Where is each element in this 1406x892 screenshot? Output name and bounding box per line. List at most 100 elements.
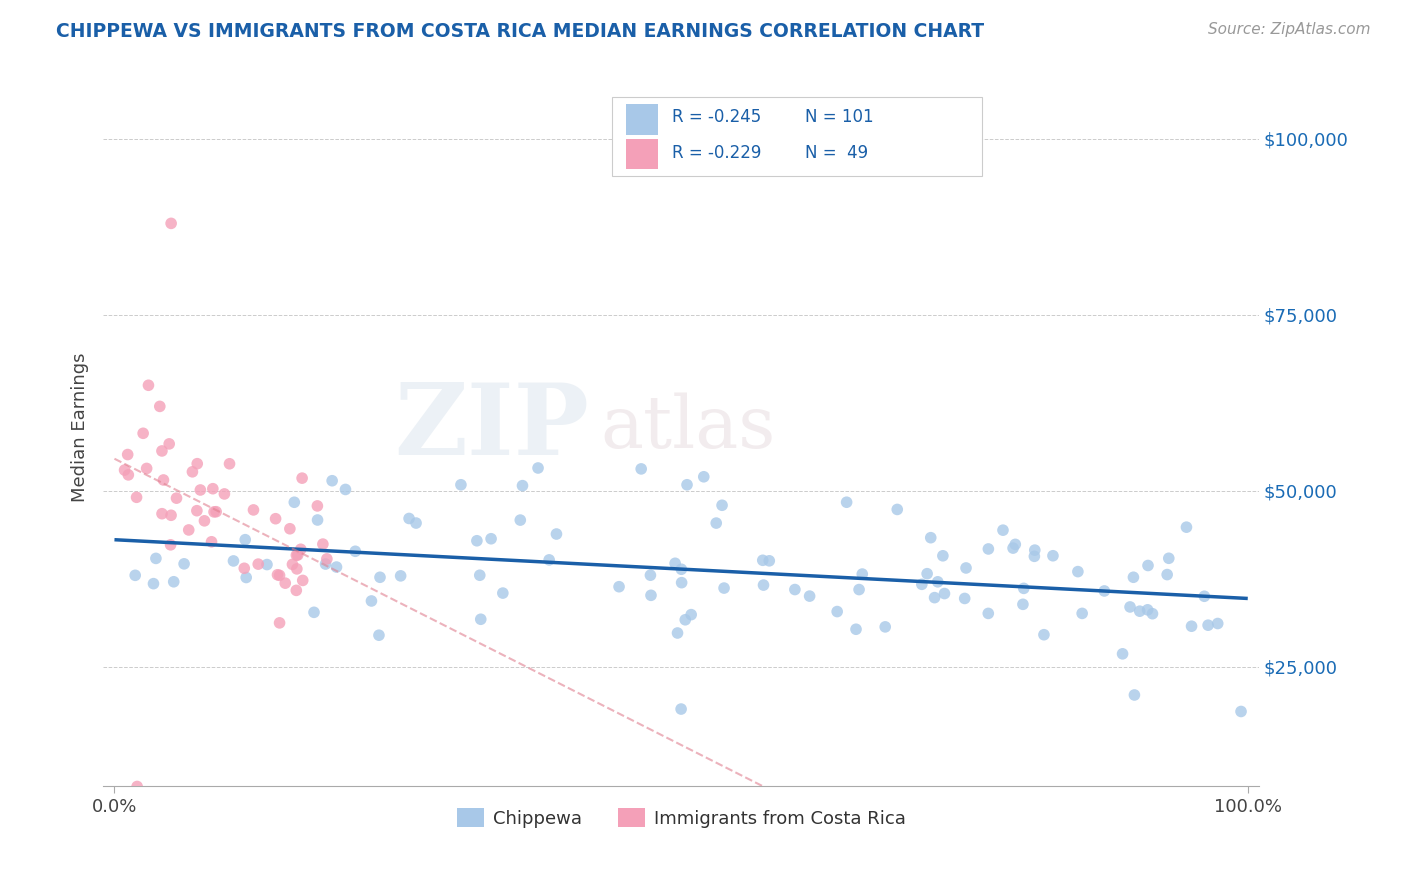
Point (315, 557, 337, 571)
Point (344, 544, 367, 558)
Point (157, 437, 180, 451)
Point (201, 482, 224, 496)
Point (932, 549, 955, 563)
Text: atlas: atlas (600, 392, 776, 463)
Point (845, 622, 868, 636)
Point (693, 469, 716, 483)
Point (278, 522, 301, 536)
Point (274, 576, 297, 591)
Point (1032, 628, 1054, 642)
Point (159, 538, 181, 552)
Point (1004, 537, 1026, 551)
Point (266, 567, 288, 582)
Point (758, 554, 780, 568)
Point (214, 487, 236, 501)
Point (666, 626, 689, 640)
Point (920, 531, 942, 545)
Point (190, 483, 212, 497)
Point (512, 478, 534, 492)
Point (671, 575, 693, 590)
Point (302, 605, 325, 619)
Point (1180, 619, 1202, 633)
Point (450, 477, 472, 491)
Point (307, 513, 329, 527)
Point (1042, 549, 1064, 563)
Point (200, 534, 222, 549)
Point (977, 541, 1000, 556)
Point (752, 553, 775, 567)
Text: Source: ZipAtlas.com: Source: ZipAtlas.com (1208, 22, 1371, 37)
Point (1092, 584, 1115, 599)
Point (114, 463, 136, 477)
Point (149, 400, 172, 414)
Point (1024, 543, 1046, 558)
Point (135, 461, 157, 475)
Point (368, 628, 391, 642)
Point (150, 507, 173, 521)
Point (1137, 558, 1160, 573)
Point (509, 513, 531, 527)
Point (287, 548, 309, 562)
Point (163, 574, 186, 589)
Bar (626, 139, 658, 169)
Point (1136, 603, 1159, 617)
Point (799, 589, 821, 603)
Point (607, 580, 630, 594)
Point (290, 542, 312, 557)
Point (166, 491, 188, 505)
Point (1197, 618, 1219, 632)
Point (977, 607, 1000, 621)
Point (117, 448, 139, 462)
Point (283, 495, 305, 509)
Point (291, 471, 314, 485)
FancyBboxPatch shape (612, 97, 981, 177)
Point (465, 533, 488, 548)
Point (150, 444, 173, 458)
Point (934, 586, 956, 600)
Point (405, 516, 427, 530)
Point (160, 216, 183, 230)
Point (886, 502, 908, 516)
Point (1175, 520, 1198, 534)
Text: CHIPPEWA VS IMMIGRANTS FROM COSTA RICA MEDIAN EARNINGS CORRELATION CHART: CHIPPEWA VS IMMIGRANTS FROM COSTA RICA M… (56, 22, 984, 41)
Point (713, 581, 735, 595)
Point (142, 576, 165, 591)
Point (1129, 604, 1152, 618)
Point (953, 591, 976, 606)
Point (173, 557, 195, 571)
Point (470, 612, 492, 626)
Point (177, 523, 200, 537)
Point (325, 560, 347, 574)
Point (127, 780, 149, 794)
Text: R = -0.245: R = -0.245 (672, 108, 761, 126)
Point (247, 557, 270, 571)
Point (285, 548, 308, 562)
Point (138, 378, 160, 392)
Point (285, 562, 308, 576)
Point (117, 467, 139, 482)
Point (205, 505, 228, 519)
Point (1119, 599, 1142, 614)
Point (233, 561, 256, 575)
Point (669, 702, 692, 716)
Point (389, 569, 412, 583)
Point (875, 620, 897, 634)
Point (1157, 551, 1180, 566)
Point (235, 570, 257, 584)
Point (676, 477, 699, 491)
Text: N =  49: N = 49 (804, 144, 868, 161)
Point (1123, 688, 1146, 702)
Text: N = 101: N = 101 (804, 108, 873, 126)
Point (640, 568, 662, 582)
Point (479, 532, 502, 546)
Point (1002, 541, 1025, 555)
Point (835, 495, 858, 509)
Point (848, 582, 870, 597)
Point (1067, 565, 1090, 579)
Point (256, 558, 278, 572)
Point (125, 491, 148, 505)
Point (1156, 567, 1178, 582)
Point (281, 558, 304, 572)
Point (360, 594, 382, 608)
Point (181, 465, 204, 479)
